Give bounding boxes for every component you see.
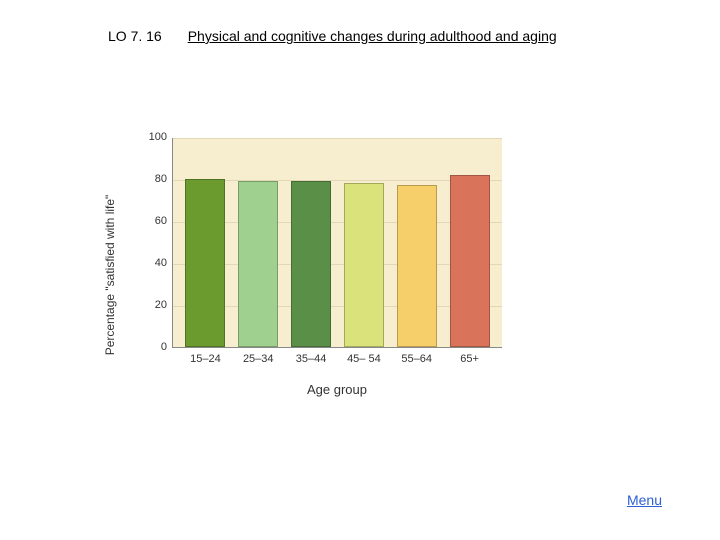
chart-x-tick: 25–34 [238, 353, 278, 365]
satisfaction-chart: Percentage "satisfied with life" 0204060… [120, 130, 520, 420]
chart-x-tick: 15–24 [185, 353, 225, 365]
chart-y-tick: 80 [155, 173, 173, 185]
chart-y-tick: 60 [155, 215, 173, 227]
menu-link[interactable]: Menu [627, 492, 662, 508]
slide-title: Physical and cognitive changes during ad… [188, 28, 557, 44]
chart-bar [238, 181, 278, 347]
chart-y-tick: 40 [155, 257, 173, 269]
chart-bar [185, 179, 225, 347]
chart-y-axis-label: Percentage "satisfied with life" [103, 195, 117, 356]
chart-bar [397, 185, 437, 347]
chart-x-tick: 45– 54 [344, 353, 384, 365]
chart-bar [450, 175, 490, 347]
slide-header: LO 7. 16 Physical and cognitive changes … [108, 28, 557, 44]
chart-bar [291, 181, 331, 347]
chart-x-tick: 35–44 [291, 353, 331, 365]
chart-y-tick: 0 [161, 341, 173, 353]
chart-y-tick: 20 [155, 299, 173, 311]
chart-y-tick: 100 [149, 131, 173, 143]
chart-plot-area: 020406080100 15–2425–3435–4445– 5455–646… [172, 138, 502, 348]
chart-x-axis-label: Age group [172, 382, 502, 397]
chart-bar [344, 183, 384, 347]
learning-objective-code: LO 7. 16 [108, 28, 162, 44]
chart-x-tick: 55–64 [397, 353, 437, 365]
chart-x-categories: 15–24 25–34 35–44 45– 54 55–64 65+ [173, 347, 502, 365]
chart-bars [173, 138, 502, 347]
chart-x-tick: 65+ [450, 353, 490, 365]
slide: { "header": { "lo": "LO 7. 16", "title":… [0, 0, 720, 540]
